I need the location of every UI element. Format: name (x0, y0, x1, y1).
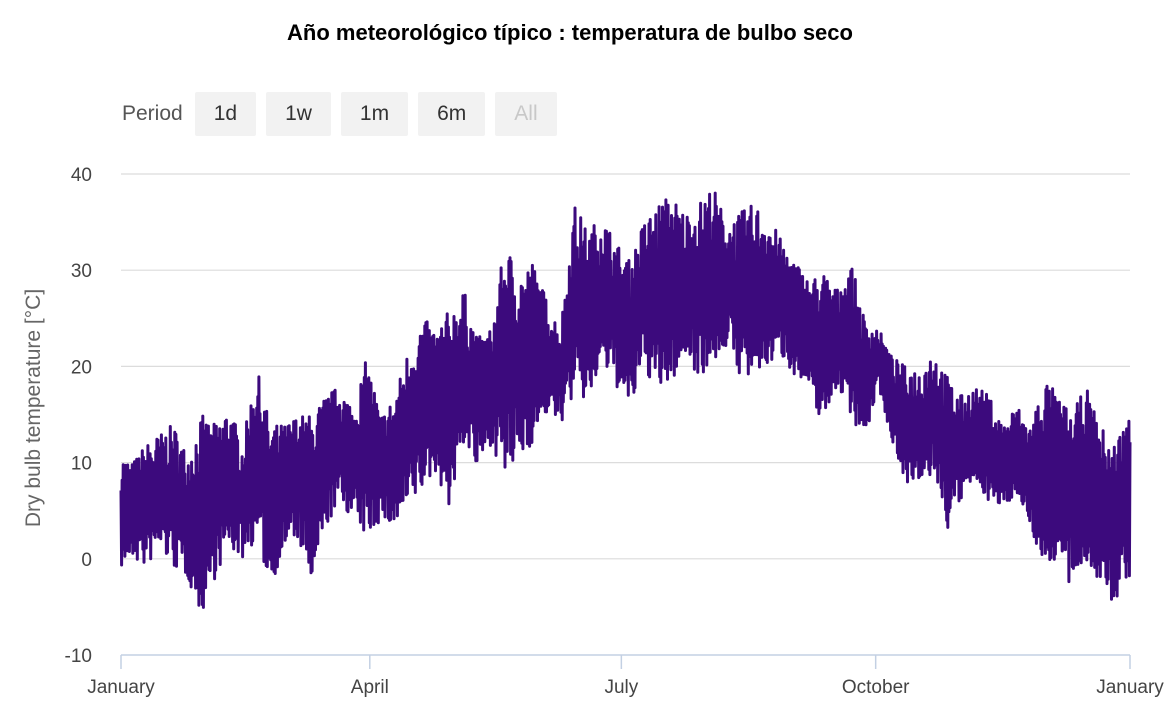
period-selector: Period 1d 1w 1m 6m All (122, 92, 557, 136)
series-layer (119, 191, 1132, 609)
period-button-1d[interactable]: 1d (194, 92, 257, 136)
x-tick-label: July (604, 677, 638, 698)
y-tick-label: 40 (71, 165, 92, 186)
period-button-1m[interactable]: 1m (340, 92, 409, 136)
x-axis (120, 654, 1131, 669)
y-tick-label: 30 (71, 261, 92, 282)
x-tick-label: January (1096, 677, 1164, 698)
y-tick-label: 0 (81, 550, 92, 571)
y-tick-label: -10 (65, 646, 92, 667)
chart-title: Año meteorológico típico : temperatura d… (287, 20, 853, 45)
period-button-all[interactable]: All (495, 92, 557, 136)
y-tick-label: 10 (71, 454, 92, 475)
x-tick-label: January (87, 677, 155, 698)
x-tick-label: October (842, 677, 910, 698)
x-tick-label: April (351, 677, 389, 698)
period-button-6m[interactable]: 6m (418, 92, 486, 136)
y-tick-label: 20 (71, 357, 92, 378)
temperature-series-line (119, 191, 1132, 609)
tick-labels: -10 0 10 20 30 40 January April July October Janua… (65, 165, 1165, 698)
period-button-1w[interactable]: 1w (266, 92, 331, 136)
period-label: Period (122, 102, 183, 125)
y-axis-title: Dry bulb temperature [°C] (22, 289, 45, 527)
